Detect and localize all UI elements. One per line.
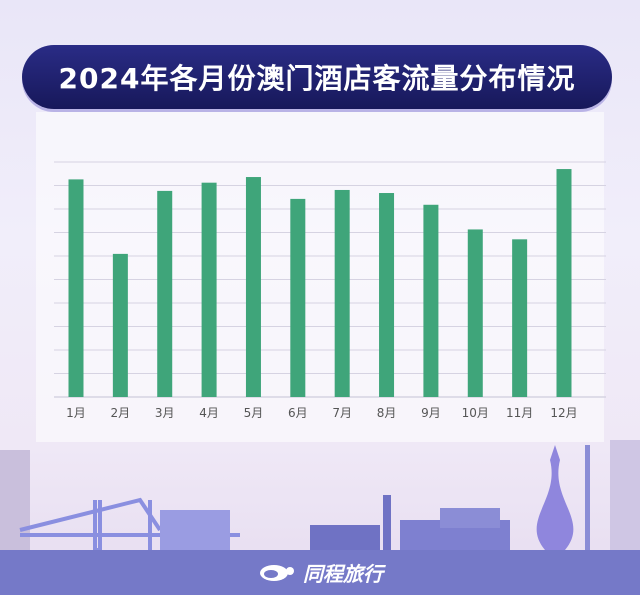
macau-skyline-illustration bbox=[0, 440, 640, 552]
bar-1 bbox=[68, 179, 84, 397]
bar-6 bbox=[290, 198, 306, 397]
x-tick-label: 8月 bbox=[377, 406, 397, 420]
footer-bar: 同程旅行 bbox=[0, 550, 640, 595]
x-tick-label: 4月 bbox=[199, 406, 219, 420]
x-tick-label: 7月 bbox=[332, 406, 352, 420]
x-tick-label: 11月 bbox=[506, 406, 533, 420]
chart-panel bbox=[36, 112, 604, 442]
x-tick-label: 10月 bbox=[462, 406, 489, 420]
chart-title: 2024年各月份澳门酒店客流量分布情况 bbox=[58, 62, 576, 95]
bar-8 bbox=[379, 193, 395, 397]
x-tick-label: 2月 bbox=[111, 406, 131, 420]
bar-2 bbox=[112, 253, 128, 397]
bar-12 bbox=[556, 169, 572, 397]
title-banner: 2024年各月份澳门酒店客流量分布情况 bbox=[22, 45, 612, 109]
x-tick-label: 12月 bbox=[550, 406, 577, 420]
x-tick-label: 5月 bbox=[244, 406, 264, 420]
brand-name: 同程旅行 bbox=[303, 562, 383, 586]
bar-10 bbox=[467, 229, 483, 397]
bar-chart: 1月 2月 3月 4月 5月 6月 7月 8月 9月 10月 11月 12月 bbox=[54, 161, 606, 420]
x-tick-label: 3月 bbox=[155, 406, 175, 420]
bar-9 bbox=[423, 204, 439, 397]
bar-7 bbox=[334, 189, 350, 397]
x-tick-label: 6月 bbox=[288, 406, 308, 420]
bar-3 bbox=[157, 190, 173, 397]
bar-4 bbox=[201, 182, 217, 397]
x-tick-label: 9月 bbox=[421, 406, 441, 420]
brand-logo-icon bbox=[260, 564, 294, 581]
bar-5 bbox=[245, 177, 261, 397]
x-tick-label: 1月 bbox=[66, 406, 86, 420]
bar-11 bbox=[512, 239, 528, 397]
